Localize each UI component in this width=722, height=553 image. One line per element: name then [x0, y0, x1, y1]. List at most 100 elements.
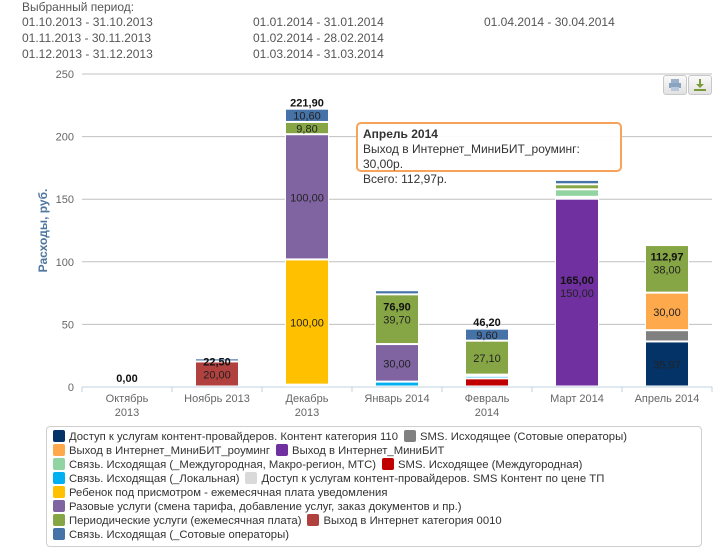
legend-label: SMS. Исходящее (Междугородная) — [398, 459, 583, 471]
legend-item[interactable]: SMS. Исходящее (Междугородная) — [382, 458, 582, 472]
data-label: 150,00 — [560, 288, 594, 300]
bar-segment — [375, 344, 419, 382]
data-label: 35,97 — [653, 359, 681, 371]
bar-segment — [465, 374, 509, 377]
y-axis-title: Расходы, руб. — [36, 189, 50, 273]
legend-swatch — [53, 430, 65, 442]
total-label: 46,20 — [473, 317, 501, 329]
data-label: 39,70 — [383, 315, 411, 327]
x-tick-label: Январь 2014 — [364, 393, 429, 405]
data-label: 100,00 — [290, 192, 324, 204]
bar-segment — [285, 259, 329, 385]
total-label: 22,50 — [203, 356, 231, 368]
bar-segment — [285, 134, 329, 260]
legend-row: Связь. Исходящая (_Междугородная, Макро-… — [53, 458, 695, 472]
bar-segment — [375, 290, 419, 295]
print-button[interactable] — [663, 75, 687, 95]
bar-segment — [555, 198, 599, 387]
legend-label: Периодические услуги (ежемесячная плата) — [69, 515, 302, 527]
bar-segment — [465, 328, 509, 341]
legend-row: Связь. Исходящая (_Сотовые операторы) — [53, 528, 695, 542]
legend-item[interactable]: Связь. Исходящая (_Локальная) — [53, 472, 239, 486]
legend-label: Разовые услуги (смена тарифа, добавление… — [69, 501, 462, 513]
data-label: 27,10 — [473, 353, 501, 365]
legend-label: Связь. Исходящая (_Сотовые операторы) — [69, 529, 289, 541]
tooltip-total: Всего: 112,97р. — [363, 172, 447, 186]
bar-segment — [465, 378, 509, 387]
bar-segment — [285, 384, 329, 387]
legend-item[interactable]: Периодические услуги (ежемесячная плата) — [53, 514, 301, 528]
data-label: 9,60 — [476, 330, 497, 342]
legend-row: Выход в Интернет_МиниБИТ_роуминг Выход в … — [53, 444, 695, 458]
legend-swatch — [53, 486, 65, 498]
bar-segment — [285, 121, 329, 135]
period-range: 01.03.2014 - 31.03.2014 — [253, 47, 384, 61]
x-tick-label: 2014 — [475, 407, 499, 419]
x-tick-label: Декабрь — [286, 393, 329, 405]
data-label: 30,00 — [383, 358, 411, 370]
x-tick-label: 2013 — [295, 407, 319, 419]
tooltip: Апрель 2014 Выход в Интернет_МиниБИТ_роу… — [356, 122, 622, 186]
legend-item[interactable]: Ребенок под присмотром - ежемесячная пла… — [53, 486, 387, 500]
legend-row: Разовые услуги (смена тарифа, добавление… — [53, 500, 695, 514]
legend-label: Выход в Интернет категория 0010 — [323, 515, 502, 527]
bar-segment — [285, 108, 329, 122]
legend-item[interactable]: Доступ к услугам контент-провайдеров. SM… — [245, 472, 604, 486]
legend-swatch — [382, 458, 394, 470]
total-label: 165,00 — [560, 275, 594, 287]
period-title: Выбранный период: — [22, 0, 135, 14]
legend-item[interactable]: Выход в Интернет_МиниБИТ_роуминг — [53, 444, 270, 458]
legend-label: Выход в Интернет_МиниБИТ_роуминг — [69, 445, 271, 457]
legend: Доступ к услугам контент-провайдеров. Ко… — [46, 426, 702, 547]
tooltip-line: Выход в Интернет_МиниБИТ_роуминг: 30,00р… — [363, 142, 580, 171]
legend-item[interactable]: Разовые услуги (смена тарифа, добавление… — [53, 500, 462, 514]
x-tick-label: Март 2014 — [550, 393, 604, 405]
y-tick-label: 200 — [56, 132, 74, 144]
legend-item[interactable]: Выход в Интернет_МиниБИТ — [276, 444, 444, 458]
y-tick-label: 150 — [56, 194, 74, 206]
y-tick-label: 250 — [56, 69, 74, 81]
data-label: 100,00 — [290, 318, 324, 330]
legend-swatch — [53, 444, 65, 456]
total-label: 221,90 — [290, 98, 324, 110]
legend-label: Связь. Исходящая (_Междугородная, Макро-… — [69, 459, 376, 471]
legend-label: Выход в Интернет_МиниБИТ — [292, 445, 445, 457]
bar-segment — [645, 330, 689, 342]
y-tick-label: 0 — [68, 382, 74, 394]
bar-segment — [645, 341, 689, 387]
bar-segment — [645, 245, 689, 293]
bar-segment — [375, 381, 419, 387]
legend-item[interactable]: Связь. Исходящая (_Междугородная, Макро-… — [53, 458, 376, 472]
legend-row: Доступ к услугам контент-провайдеров. Ко… — [53, 430, 695, 444]
legend-item[interactable]: Выход в Интернет категория 0010 — [307, 514, 502, 528]
bar-segment — [195, 358, 239, 362]
period-range: 01.10.2013 - 31.10.2013 — [22, 15, 153, 29]
download-button[interactable] — [688, 75, 712, 95]
x-tick-label: Ноябрь 2013 — [184, 393, 250, 405]
legend-item[interactable]: Связь. Исходящая (_Сотовые операторы) — [53, 528, 289, 542]
legend-item[interactable]: SMS. Исходящее (Сотовые операторы) — [403, 430, 627, 444]
legend-item[interactable]: Доступ к услугам контент-провайдеров. Ко… — [53, 430, 398, 444]
total-label: 112,97 — [650, 251, 683, 263]
period-range: 01.11.2013 - 30.11.2013 — [22, 31, 151, 45]
legend-swatch — [276, 444, 289, 456]
legend-row: Связь. Исходящая (_Локальная) Доступ к ус… — [53, 472, 695, 486]
bar-segment — [555, 189, 599, 197]
x-tick-label: 2013 — [115, 407, 139, 419]
tooltip-title: Апрель 2014 — [363, 127, 438, 141]
legend-label: Доступ к услугам контент-провайдеров. SM… — [261, 473, 605, 485]
stacked-bar-chart: 0 50 100 150 200 250 Расходы, руб. Октябрь 2013 0… — [36, 69, 713, 419]
bar-segment — [375, 294, 419, 345]
legend-swatch — [53, 458, 65, 470]
total-label: 0,00 — [116, 373, 137, 385]
printer-icon — [669, 79, 681, 91]
bar-segment — [645, 292, 689, 331]
legend-row: Периодические услуги (ежемесячная плата)… — [53, 514, 695, 528]
legend-label: Ребенок под присмотром - ежемесячная пла… — [69, 487, 388, 499]
legend-swatch — [53, 472, 65, 484]
legend-swatch — [53, 514, 65, 526]
total-label: 76,90 — [383, 302, 411, 314]
period-range: 01.02.2014 - 28.02.2014 — [253, 31, 384, 45]
data-label: 38,00 — [653, 264, 681, 276]
legend-swatch — [307, 514, 320, 526]
